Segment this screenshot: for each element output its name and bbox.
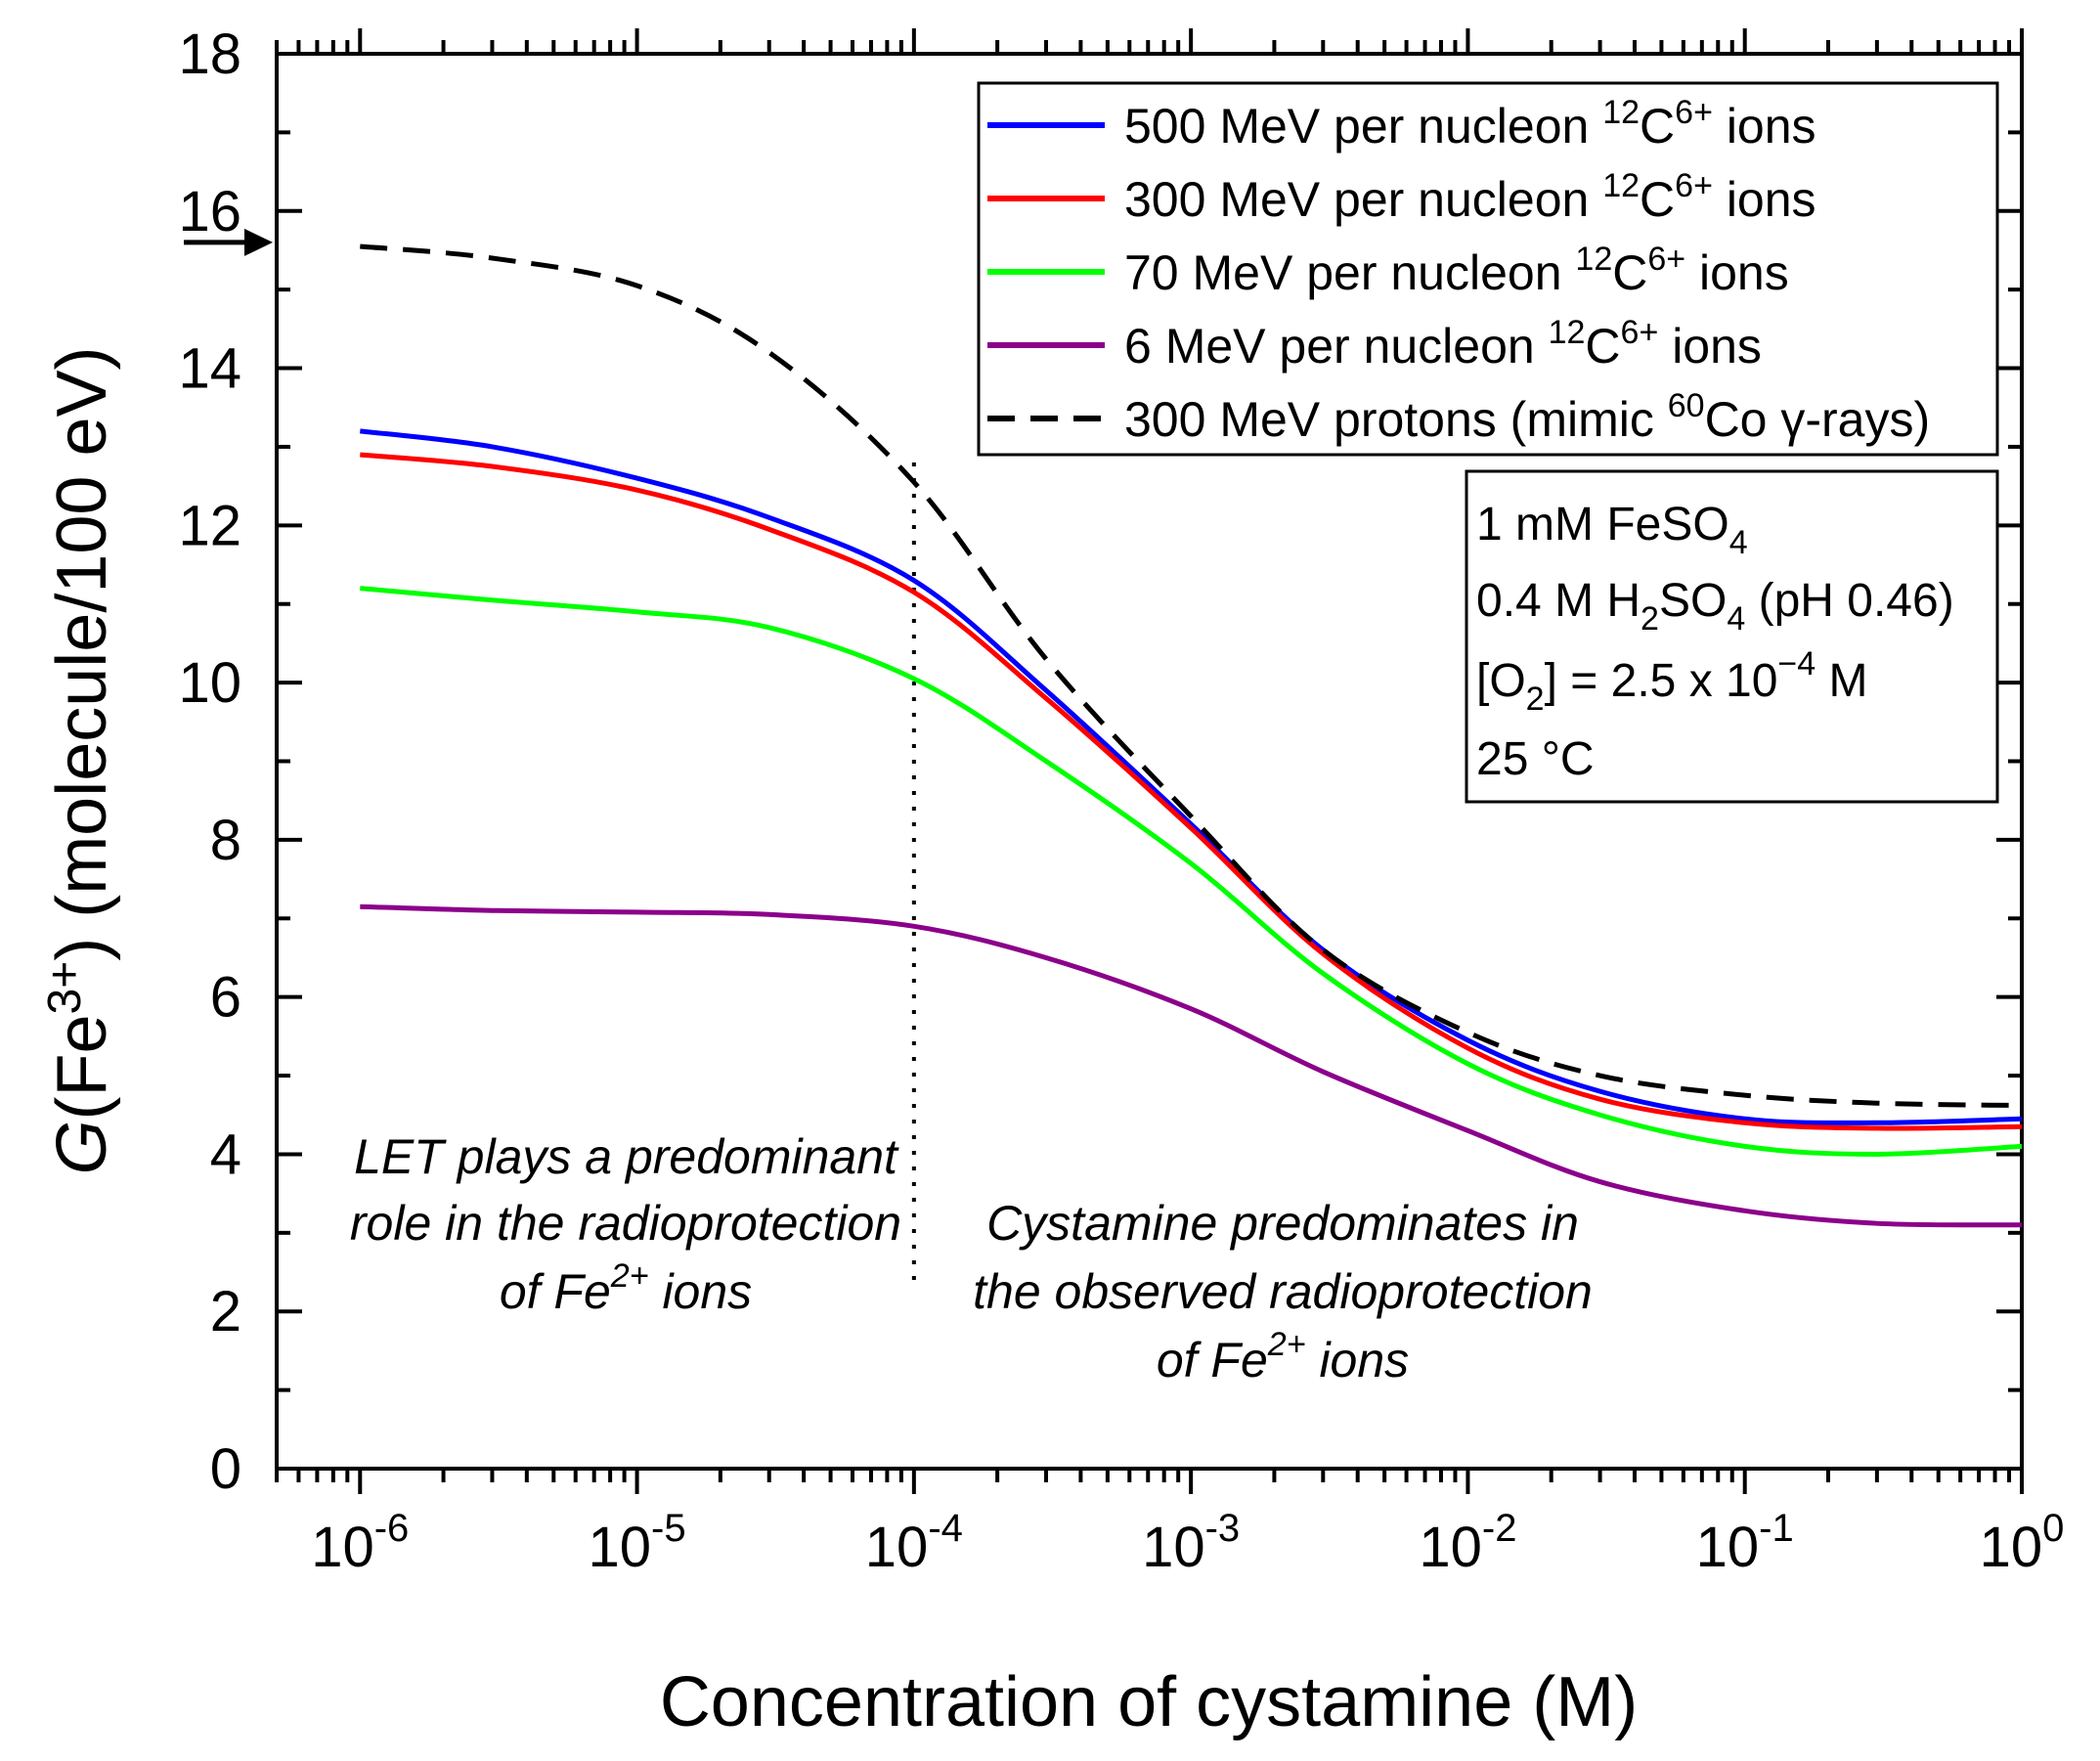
svg-text:the observed radioprotection: the observed radioprotection — [973, 1264, 1593, 1319]
y-tick-label: 0 — [210, 1437, 241, 1501]
x-tick-label: 100 — [1980, 1507, 2065, 1579]
legend-label-5: 300 MeV protons (mimic 60Co γ-rays) — [1124, 387, 1930, 447]
x-tick-label: 10-5 — [589, 1507, 686, 1579]
axis-ticks — [275, 28, 2024, 1494]
y-tick-label: 16 — [178, 180, 241, 243]
conditions-box — [1465, 469, 1999, 804]
svg-text:of Fe2+ ions: of Fe2+ ions — [1157, 1326, 1409, 1387]
arrow-marker — [184, 228, 273, 256]
y-tick-label: 10 — [178, 651, 241, 715]
legend-label-2: 300 MeV per nucleon 12C6+ ions — [1124, 167, 1816, 227]
annotation-right: Cystamine predominates in the observed r… — [973, 1196, 1593, 1387]
annotation-left: LET plays a predominant role in the radi… — [350, 1129, 901, 1319]
series-line-1 — [359, 428, 2023, 1125]
series-line-4 — [360, 903, 2023, 1228]
series-group — [359, 243, 2023, 1228]
y-tick-label: 2 — [210, 1280, 241, 1343]
legend-box — [977, 81, 1999, 457]
legend-label-1: 500 MeV per nucleon 12C6+ ions — [1124, 94, 1816, 154]
y-tick-label: 4 — [210, 1123, 241, 1186]
legend-label-4: 6 MeV per nucleon 12C6+ ions — [1124, 314, 1762, 374]
legend-label-3: 70 MeV per nucleon 12C6+ ions — [1124, 241, 1789, 300]
x-axis-title: Concentration of cystamine (M) — [660, 1663, 1638, 1741]
series-line-3 — [360, 586, 2023, 1157]
x-tick-label: 10-2 — [1419, 1507, 1516, 1579]
x-tick-labels: 10-6 10-5 10-4 10-3 10-2 10-1 100 — [311, 1507, 2064, 1579]
y-tick-label: 8 — [210, 809, 241, 872]
y-tick-label: 12 — [178, 494, 241, 557]
condition-feso4: 1 mM FeSO4 — [1476, 499, 1748, 561]
y-tick-labels: 0 2 4 6 8 10 12 14 16 18 — [178, 22, 241, 1501]
svg-text:LET plays a predominant: LET plays a predominant — [354, 1129, 899, 1184]
svg-text:Cystamine predominates in: Cystamine predominates in — [986, 1196, 1579, 1251]
condition-h2so4: 0.4 M H2SO4 (pH 0.46) — [1476, 575, 1954, 638]
arrow-head — [244, 228, 273, 256]
series-line-2 — [360, 452, 2023, 1131]
condition-temperature: 25 °C — [1476, 733, 1595, 785]
y-tick-label: 14 — [178, 337, 241, 401]
x-tick-label: 10-3 — [1142, 1507, 1240, 1579]
condition-o2: [O2] = 2.5 x 10−4 M — [1476, 645, 1868, 718]
x-tick-label: 10-6 — [311, 1507, 409, 1579]
legend: 500 MeV per nucleon 12C6+ ions 300 MeV pe… — [987, 94, 1930, 447]
x-tick-label: 10-4 — [865, 1507, 963, 1579]
y-axis-title: G(Fe3+) (molecule/100 eV) — [39, 346, 121, 1174]
x-tick-label: 10-1 — [1696, 1507, 1794, 1579]
svg-text:role in the radioprotection: role in the radioprotection — [350, 1196, 901, 1251]
svg-text:of Fe2+ ions: of Fe2+ ions — [500, 1257, 752, 1319]
y-tick-label: 18 — [178, 22, 241, 86]
y-tick-label: 6 — [210, 966, 241, 1030]
series-line-5 — [360, 243, 2023, 1109]
